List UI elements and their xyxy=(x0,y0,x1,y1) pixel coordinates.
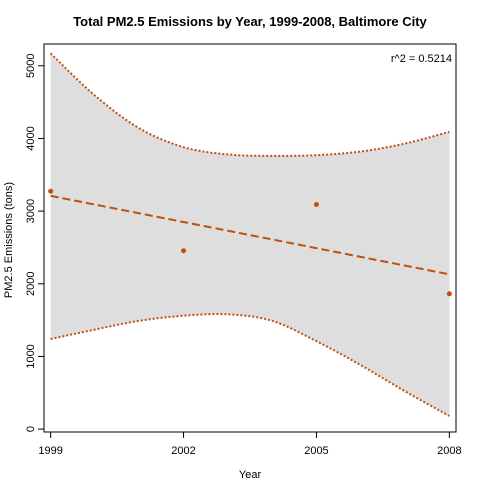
y-tick-label: 3000 xyxy=(25,199,37,223)
data-points-layer xyxy=(48,188,452,297)
y-axis: 0 1000 2000 3000 4000 5000 xyxy=(25,54,45,432)
y-tick-label: 5000 xyxy=(25,54,37,78)
x-tick-label: 1999 xyxy=(38,445,62,457)
x-tick-label: 2002 xyxy=(171,445,195,457)
y-tick-label: 4000 xyxy=(25,126,37,150)
prediction-band-layer xyxy=(49,52,450,417)
data-point xyxy=(446,291,452,297)
chart-title: Total PM2.5 Emissions by Year, 1999-2008… xyxy=(73,14,427,29)
lower-band-line xyxy=(50,312,450,417)
fit-line-layer xyxy=(50,194,450,276)
y-axis-label: PM2.5 Emissions (tons) xyxy=(3,182,15,298)
y-tick-label: 1000 xyxy=(25,344,37,368)
data-point xyxy=(313,202,319,208)
r-squared-annotation: r^2 = 0.5214 xyxy=(391,53,452,65)
x-axis: 1999 2002 2005 2008 xyxy=(38,431,462,457)
data-point xyxy=(48,188,54,194)
data-point xyxy=(181,248,187,254)
regression-line xyxy=(50,194,450,276)
prediction-band-area xyxy=(50,53,450,417)
y-tick-label: 2000 xyxy=(25,272,37,296)
y-tick-label: 0 xyxy=(25,426,37,432)
x-tick-label: 2005 xyxy=(304,445,328,457)
x-axis-label: Year xyxy=(239,469,262,480)
x-tick-label: 2008 xyxy=(437,445,461,457)
upper-band-line xyxy=(49,52,450,157)
